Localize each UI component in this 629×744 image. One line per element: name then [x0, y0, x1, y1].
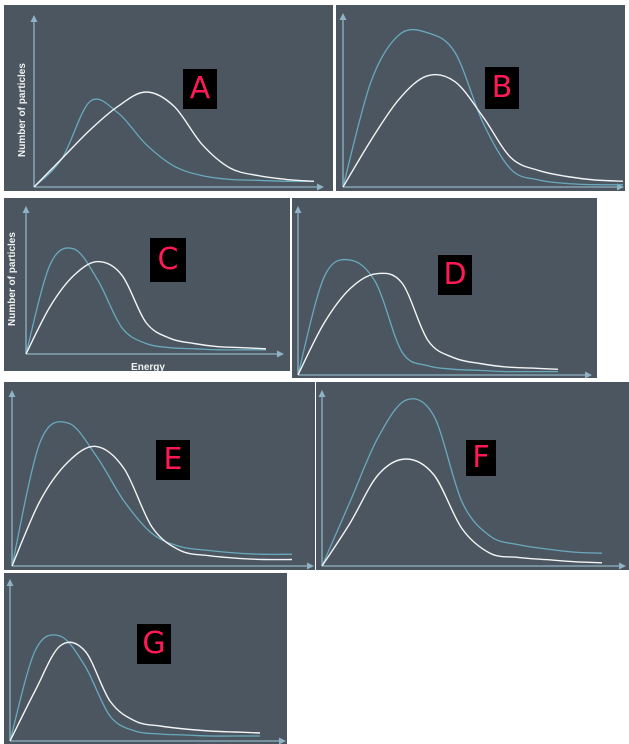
panel-label-e: E: [156, 440, 190, 480]
chart-svg-g: [6, 579, 286, 744]
chart-panel-d: D: [292, 198, 597, 378]
panel-label-g: G: [137, 624, 171, 664]
chart-panel-a: Number of particles A: [4, 5, 333, 191]
chart-panel-c: Number of particles Energy C: [4, 198, 290, 371]
series-line-blue: [11, 421, 293, 567]
series-line-white: [11, 445, 293, 567]
chart-svg-d: [294, 206, 592, 378]
x-axis-label: Energy: [131, 362, 165, 371]
y-axis-label: Number of particles: [17, 63, 28, 157]
series-line-white: [321, 458, 603, 567]
series-line-blue: [9, 634, 260, 742]
series-line-blue: [25, 247, 266, 355]
x-axis-arrow: [317, 183, 324, 191]
chart-panel-g: G: [4, 573, 287, 744]
x-axis-arrow: [307, 562, 314, 570]
series-line-blue: [297, 258, 558, 376]
panel-label-a: A: [183, 69, 217, 109]
chart-svg-a: [30, 15, 324, 191]
series-line-white: [297, 272, 559, 376]
y-axis-arrow: [6, 579, 14, 586]
series-line-white: [33, 91, 315, 188]
y-axis-arrow: [22, 206, 30, 213]
chart-svg-e: [8, 390, 314, 570]
x-axis-arrow: [585, 371, 592, 378]
chart-panel-f: F: [316, 382, 629, 570]
chart-svg-f: [318, 390, 626, 570]
y-axis-arrow: [318, 390, 326, 397]
series-line-blue: [342, 28, 624, 188]
y-axis-arrow: [294, 206, 302, 213]
chart-panel-e: E: [4, 382, 315, 570]
series-line-white: [9, 641, 261, 742]
x-axis-arrow: [279, 737, 286, 744]
panel-label-c: C: [150, 238, 186, 282]
chart-panel-b: B: [336, 5, 625, 191]
series-line-blue: [33, 98, 315, 188]
x-axis-arrow: [277, 350, 284, 358]
panel-label-f: F: [466, 440, 496, 476]
chart-svg-c: [22, 206, 284, 358]
series-line-white: [342, 73, 624, 188]
chart-svg-b: [339, 13, 624, 191]
series-line-white: [25, 260, 267, 355]
y-axis-arrow: [339, 13, 347, 20]
x-axis-arrow: [619, 562, 626, 570]
panel-label-b: B: [485, 67, 519, 109]
y-axis-arrow: [30, 15, 38, 22]
y-axis-arrow: [8, 390, 16, 397]
panel-label-d: D: [438, 255, 472, 295]
series-line-blue: [321, 398, 603, 567]
y-axis-label: Number of particles: [7, 232, 18, 326]
